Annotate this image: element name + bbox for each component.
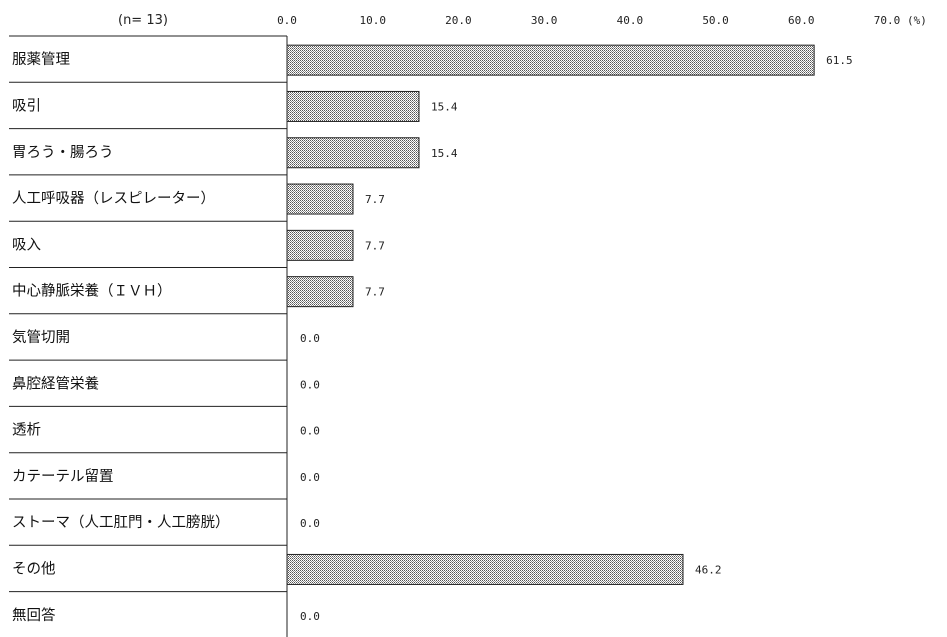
category-label: 服薬管理: [12, 51, 70, 68]
value-label: 46.2: [695, 563, 722, 576]
sample-size-label: (n= 13): [118, 13, 168, 28]
category-label: 胃ろう・腸ろう: [12, 145, 114, 161]
value-label: 0.0: [300, 471, 320, 484]
unit-label: (%): [907, 14, 927, 27]
value-label: 0.0: [300, 332, 320, 345]
tick-label: 40.0: [617, 14, 644, 27]
value-label: 7.7: [365, 193, 385, 206]
value-label: 7.7: [365, 286, 385, 299]
bar: [286, 137, 420, 169]
value-label: 15.4: [431, 147, 458, 160]
category-label: 鼻腔経管栄養: [12, 374, 99, 392]
category-label: 吸引: [12, 97, 41, 114]
value-label: 61.5: [826, 54, 853, 67]
tick-label: 70.0: [874, 14, 901, 27]
category-label: その他: [12, 560, 56, 577]
category-label: 透析: [12, 422, 41, 439]
value-label: 0.0: [300, 425, 320, 438]
value-label: 0.0: [300, 378, 320, 391]
bar: [286, 44, 815, 76]
value-label: 0.0: [300, 517, 320, 530]
tick-label: 10.0: [359, 14, 386, 27]
category-label: 無回答: [12, 607, 56, 624]
tick-label: 30.0: [531, 14, 558, 27]
category-label: ストーマ（人工肛門・人工膀胱）: [12, 514, 230, 531]
category-label: 吸入: [12, 237, 41, 253]
tick-label: 60.0: [788, 14, 815, 27]
tick-label: 50.0: [702, 14, 729, 27]
value-label: 7.7: [365, 239, 385, 252]
category-label: 人工呼吸器（レスピレーター）: [12, 190, 215, 207]
bar: [286, 229, 354, 261]
value-label: 0.0: [300, 610, 320, 623]
category-label: カテーテル留置: [12, 468, 114, 485]
category-label: 気管切開: [12, 329, 70, 346]
value-label: 15.4: [431, 100, 458, 113]
x-axis-ticks: 0.0 10.0 20.0 30.0 40.0 50.0 60.0 70.0: [277, 14, 900, 27]
tick-label: 0.0: [277, 14, 297, 27]
category-label: 中心静脈栄養（ＩＶＨ）: [12, 282, 172, 300]
bar: [286, 90, 420, 122]
bars: 61.5 15.4 15.4 7.7 7.7 7.7 0.0 0.0 0.0 0.0 0.0 46.2…: [286, 44, 853, 623]
tick-label: 20.0: [445, 14, 472, 27]
bar: [286, 183, 354, 215]
bar: [286, 276, 354, 308]
bar: [286, 553, 684, 585]
